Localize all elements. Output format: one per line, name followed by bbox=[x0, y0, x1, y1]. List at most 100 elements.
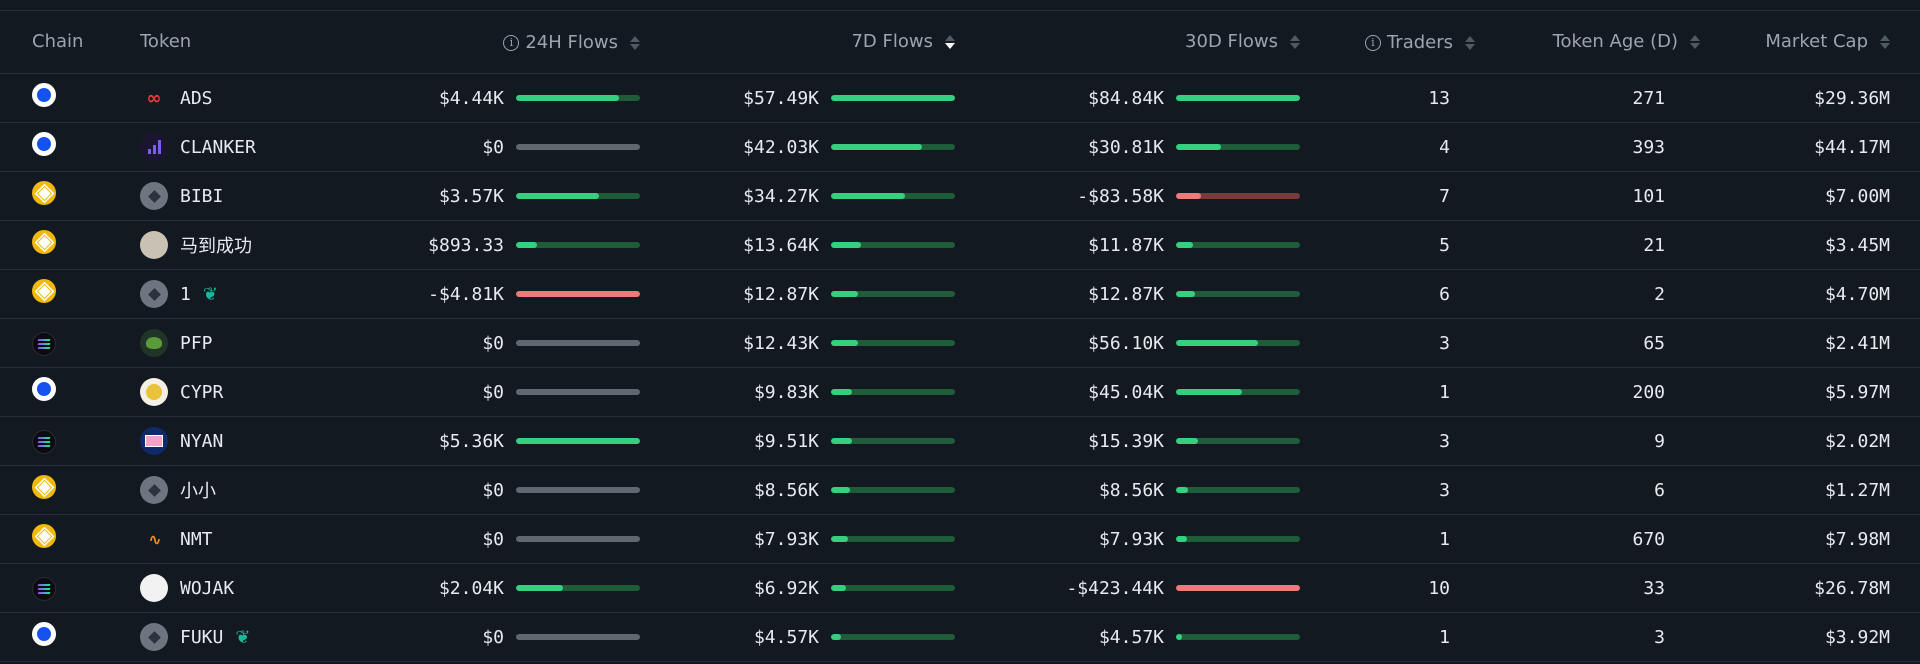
token-name[interactable]: 小小 bbox=[180, 481, 216, 502]
table-row[interactable]: PFP $0 $12.43K $56.10K 3 65 $2.41M bbox=[0, 318, 1920, 368]
flow-24h-cell: $4.44K bbox=[340, 73, 640, 123]
token-age-cell: 2 bbox=[1475, 269, 1700, 319]
header-row: Chain Token i 24H Flows 7D Flows 30D Flo… bbox=[0, 10, 1920, 74]
flow-7d-bar-fill bbox=[831, 144, 922, 150]
flow-24h-bar bbox=[516, 634, 640, 640]
info-icon[interactable]: i bbox=[1364, 34, 1381, 51]
flow-30d-bar bbox=[1176, 193, 1300, 199]
flow-24h-value: $3.57K bbox=[438, 185, 504, 207]
flow-7d-cell: $12.43K bbox=[640, 318, 955, 368]
table-row[interactable]: 小小 $0 $8.56K $8.56K 3 6 $1.27M bbox=[0, 465, 1920, 515]
sort-icon[interactable] bbox=[1880, 34, 1890, 49]
token-cell[interactable]: 1 ❦ bbox=[120, 269, 340, 319]
token-name[interactable]: WOJAK bbox=[180, 577, 235, 599]
table-row[interactable]: FUKU ❦ $0 $4.57K $4.57K 1 3 $3.92M bbox=[0, 612, 1920, 662]
col-traders[interactable]: i Traders bbox=[1300, 10, 1475, 74]
flow-30d-bar bbox=[1176, 634, 1300, 640]
table-row[interactable]: BIBI $3.57K $34.27K -$83.58K 7 101 $7.00M bbox=[0, 171, 1920, 221]
token-name[interactable]: PFP bbox=[180, 332, 213, 354]
pepe-logo-icon bbox=[140, 329, 168, 357]
flow-7d-bar bbox=[831, 291, 955, 297]
flow-7d-value: $9.51K bbox=[753, 430, 819, 452]
flow-24h-cell: $0 bbox=[340, 318, 640, 368]
market-cap-cell: $2.02M bbox=[1700, 416, 1920, 466]
token-cell[interactable]: WOJAK bbox=[120, 563, 340, 613]
flow-24h-bar-fill bbox=[516, 438, 640, 444]
flow-24h-value: $0 bbox=[482, 136, 504, 158]
bnb-chain-icon bbox=[32, 524, 56, 548]
token-cell[interactable]: FUKU ❦ bbox=[120, 612, 340, 662]
col-24h-flows[interactable]: i 24H Flows bbox=[340, 10, 640, 74]
token-cell[interactable]: ∞ ADS bbox=[120, 73, 340, 123]
token-cell[interactable]: BIBI bbox=[120, 171, 340, 221]
flow-30d-cell: $8.56K bbox=[955, 465, 1300, 515]
sort-icon[interactable] bbox=[630, 35, 640, 50]
flow-24h-bar bbox=[516, 536, 640, 542]
col-token-age[interactable]: Token Age (D) bbox=[1475, 10, 1700, 74]
token-cell[interactable]: 马到成功 bbox=[120, 220, 340, 270]
token-name[interactable]: 1 bbox=[180, 283, 191, 305]
info-icon[interactable]: i bbox=[503, 34, 520, 51]
flow-30d-bar bbox=[1176, 536, 1300, 542]
table-row[interactable]: NYAN $5.36K $9.51K $15.39K 3 9 $2.02M bbox=[0, 416, 1920, 466]
flow-7d-bar bbox=[831, 193, 955, 199]
token-cell[interactable]: 小小 bbox=[120, 465, 340, 515]
token-name[interactable]: ADS bbox=[180, 87, 213, 109]
flow-24h-value: $0 bbox=[482, 479, 504, 501]
token-name[interactable]: BIBI bbox=[180, 185, 224, 207]
table-row[interactable]: CYPR $0 $9.83K $45.04K 1 200 $5.97M bbox=[0, 367, 1920, 417]
flow-30d-value: -$83.58K bbox=[1077, 185, 1164, 207]
flow-7d-cell: $9.51K bbox=[640, 416, 955, 466]
sort-desc-icon[interactable] bbox=[945, 34, 955, 49]
market-cap-cell: $26.78M bbox=[1700, 563, 1920, 613]
col-7d-flows[interactable]: 7D Flows bbox=[640, 10, 955, 74]
col-30d-flows[interactable]: 30D Flows bbox=[955, 10, 1300, 74]
flow-30d-bar-fill bbox=[1176, 585, 1300, 591]
flow-30d-bar bbox=[1176, 242, 1300, 248]
flow-30d-bar bbox=[1176, 95, 1300, 101]
table-row[interactable]: CLANKER $0 $42.03K $30.81K 4 393 $44.17M bbox=[0, 122, 1920, 172]
sort-icon[interactable] bbox=[1690, 34, 1700, 49]
table-row[interactable]: ∞ ADS $4.44K $57.49K $84.84K 13 271 $29.36M bbox=[0, 73, 1920, 123]
table-row[interactable]: ∿ NMT $0 $7.93K $7.93K 1 670 $7.98M bbox=[0, 514, 1920, 564]
flow-30d-cell: $11.87K bbox=[955, 220, 1300, 270]
flow-7d-bar bbox=[831, 634, 955, 640]
token-name[interactable]: CLANKER bbox=[180, 136, 256, 158]
placeholder-icon bbox=[140, 280, 168, 308]
flow-7d-bar-fill bbox=[831, 242, 861, 248]
token-cell[interactable]: PFP bbox=[120, 318, 340, 368]
nmt-logo-icon: ∿ bbox=[148, 529, 161, 549]
flow-7d-bar-fill bbox=[831, 340, 859, 346]
table-row[interactable]: 1 ❦ -$4.81K $12.87K $12.87K 6 2 $4.70M bbox=[0, 269, 1920, 319]
flow-30d-value: $15.39K bbox=[1088, 430, 1164, 452]
chain-cell bbox=[0, 612, 120, 662]
token-name[interactable]: NYAN bbox=[180, 430, 224, 452]
flow-7d-bar bbox=[831, 438, 955, 444]
flow-7d-bar bbox=[831, 487, 955, 493]
token-name[interactable]: NMT bbox=[180, 528, 213, 550]
flow-7d-cell: $34.27K bbox=[640, 171, 955, 221]
token-cell[interactable]: NYAN bbox=[120, 416, 340, 466]
table-row[interactable]: WOJAK $2.04K $6.92K -$423.44K 10 33 $26.78M bbox=[0, 563, 1920, 613]
token-cell[interactable]: CYPR bbox=[120, 367, 340, 417]
col-market-cap[interactable]: Market Cap bbox=[1700, 10, 1920, 74]
token-name[interactable]: 马到成功 bbox=[180, 236, 252, 257]
sort-icon[interactable] bbox=[1465, 35, 1475, 50]
flow-24h-cell: $5.36K bbox=[340, 416, 640, 466]
market-cap-cell: $1.27M bbox=[1700, 465, 1920, 515]
token-age-cell: 65 bbox=[1475, 318, 1700, 368]
flow-7d-bar-fill bbox=[831, 389, 853, 395]
flow-30d-bar bbox=[1176, 585, 1300, 591]
flow-7d-cell: $7.93K bbox=[640, 514, 955, 564]
wojak-logo-icon bbox=[140, 574, 168, 602]
token-name[interactable]: CYPR bbox=[180, 381, 224, 403]
flow-7d-cell: $12.87K bbox=[640, 269, 955, 319]
table-row[interactable]: 马到成功 $893.33 $13.64K $11.87K 5 21 $3.45M bbox=[0, 220, 1920, 270]
token-cell[interactable]: CLANKER bbox=[120, 122, 340, 172]
token-age-cell: 33 bbox=[1475, 563, 1700, 613]
token-cell[interactable]: ∿ NMT bbox=[120, 514, 340, 564]
sort-icon[interactable] bbox=[1290, 34, 1300, 49]
traders-cell: 7 bbox=[1300, 171, 1475, 221]
token-name[interactable]: FUKU bbox=[180, 626, 224, 648]
market-cap-cell: $44.17M bbox=[1700, 122, 1920, 172]
